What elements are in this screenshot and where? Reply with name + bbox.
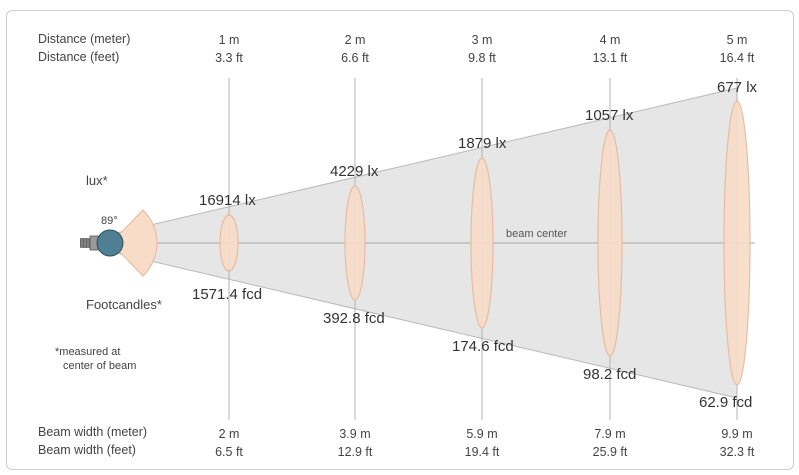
fcd-value-5: 62.9 fcd: [699, 394, 753, 411]
width-m-2: 3.9 m: [339, 427, 371, 441]
light-fixture-icon: [80, 229, 124, 257]
lux-value-3: 1879 lx: [458, 135, 507, 152]
lux-value-1: 16914 lx: [199, 192, 256, 209]
fcd-value-3: 174.6 fcd: [452, 338, 514, 355]
width-ft-2: 12.9 ft: [337, 445, 373, 459]
fcd-value-1: 1571.4 fcd: [192, 286, 263, 303]
width-ft-5: 32.3 ft: [719, 445, 755, 459]
width-m-3: 5.9 m: [466, 427, 498, 441]
distance-ft-1: 3.3 ft: [215, 51, 243, 65]
footnote: *measured at center of beam: [55, 345, 155, 373]
beam-width-meter-label: Beam width (meter): [38, 425, 148, 439]
distance-meter-label: Distance (meter): [38, 32, 131, 46]
lux-label: lux*: [86, 173, 108, 188]
beam-ellipse-5m: [723, 100, 751, 386]
distance-m-1: 1 m: [218, 33, 240, 47]
beam-ellipse-1m: [219, 214, 239, 272]
distance-feet-label: Distance (feet): [38, 50, 120, 64]
distance-m-3: 3 m: [471, 33, 493, 47]
width-m-1: 2 m: [218, 427, 240, 441]
distance-m-4: 4 m: [599, 33, 621, 47]
footnote-line1: *measured at: [55, 346, 121, 358]
distance-ft-4: 13.1 ft: [592, 51, 628, 65]
distance-ft-2: 6.6 ft: [341, 51, 369, 65]
width-m-4: 7.9 m: [594, 427, 626, 441]
fcd-value-4: 98.2 fcd: [583, 366, 637, 383]
fcd-value-2: 392.8 fcd: [323, 310, 385, 327]
beam-ellipse-3m: [470, 157, 494, 329]
distance-ft-5: 16.4 ft: [719, 51, 755, 65]
beam-angle-wedge: [110, 209, 158, 277]
lux-value-4: 1057 lx: [585, 107, 634, 124]
beam-center-label: beam center: [506, 228, 568, 240]
width-m-5: 9.9 m: [721, 427, 753, 441]
lux-value-2: 4229 lx: [330, 163, 379, 180]
distance-m-5: 5 m: [726, 33, 748, 47]
width-ft-4: 25.9 ft: [592, 445, 628, 459]
beam-ellipse-4m: [597, 129, 623, 357]
footcandles-label: Footcandles*: [86, 297, 162, 312]
beam-width-feet-label: Beam width (feet): [38, 443, 136, 457]
width-ft-3: 19.4 ft: [464, 445, 500, 459]
footnote-line2: center of beam: [63, 360, 137, 372]
width-ft-1: 6.5 ft: [215, 445, 243, 459]
beam-ellipse-2m: [344, 185, 366, 301]
distance-ft-3: 9.8 ft: [468, 51, 496, 65]
beam-angle-label: 89°: [101, 215, 118, 227]
lux-value-5: 677 lx: [717, 79, 758, 96]
distance-m-2: 2 m: [344, 33, 366, 47]
